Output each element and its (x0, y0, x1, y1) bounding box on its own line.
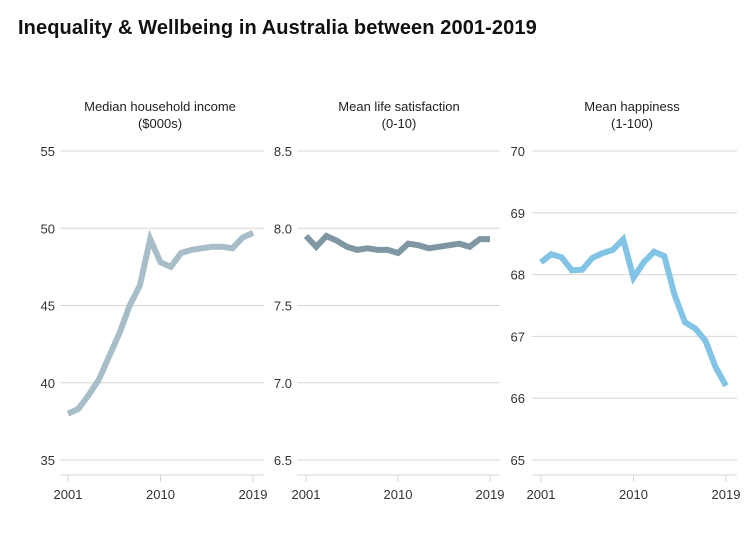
y-tick-label: 40 (41, 376, 55, 391)
panel-title: Mean happiness (584, 99, 680, 114)
series-line (539, 233, 729, 388)
panel-title: Mean life satisfaction (338, 99, 459, 114)
panel-subtitle: (1-100) (611, 116, 653, 131)
y-tick-label: 6.5 (274, 453, 292, 468)
x-tick-label: 2010 (619, 487, 648, 502)
x-tick-label: 2010 (384, 487, 413, 502)
x-tick-label: 2019 (712, 487, 741, 502)
x-tick-label: 2001 (527, 487, 556, 502)
y-tick-label: 67 (511, 329, 525, 344)
y-tick-label: 50 (41, 221, 55, 236)
y-tick-label: 68 (511, 268, 525, 283)
y-tick-label: 8.0 (274, 221, 292, 236)
y-tick-label: 45 (41, 299, 55, 314)
y-tick-label: 35 (41, 453, 55, 468)
y-tick-label: 70 (511, 144, 525, 159)
y-tick-label: 7.5 (274, 299, 292, 314)
y-tick-label: 69 (511, 206, 525, 221)
y-tick-label: 8.5 (274, 144, 292, 159)
x-tick-label: 2001 (54, 487, 83, 502)
series-line (66, 229, 255, 417)
y-tick-label: 55 (41, 144, 55, 159)
panel-subtitle: (0-10) (382, 116, 417, 131)
x-tick-label: 2019 (476, 487, 505, 502)
y-tick-label: 65 (511, 453, 525, 468)
x-tick-label: 2010 (146, 487, 175, 502)
x-tick-label: 2019 (239, 487, 268, 502)
y-tick-label: 66 (511, 391, 525, 406)
panel-subtitle: ($000s) (138, 116, 182, 131)
chart-title: Inequality & Wellbeing in Australia betw… (18, 17, 537, 39)
y-tick-label: 7.0 (274, 376, 292, 391)
series-line (303, 232, 490, 257)
x-tick-label: 2001 (292, 487, 321, 502)
panel-title: Median household income (84, 99, 236, 114)
